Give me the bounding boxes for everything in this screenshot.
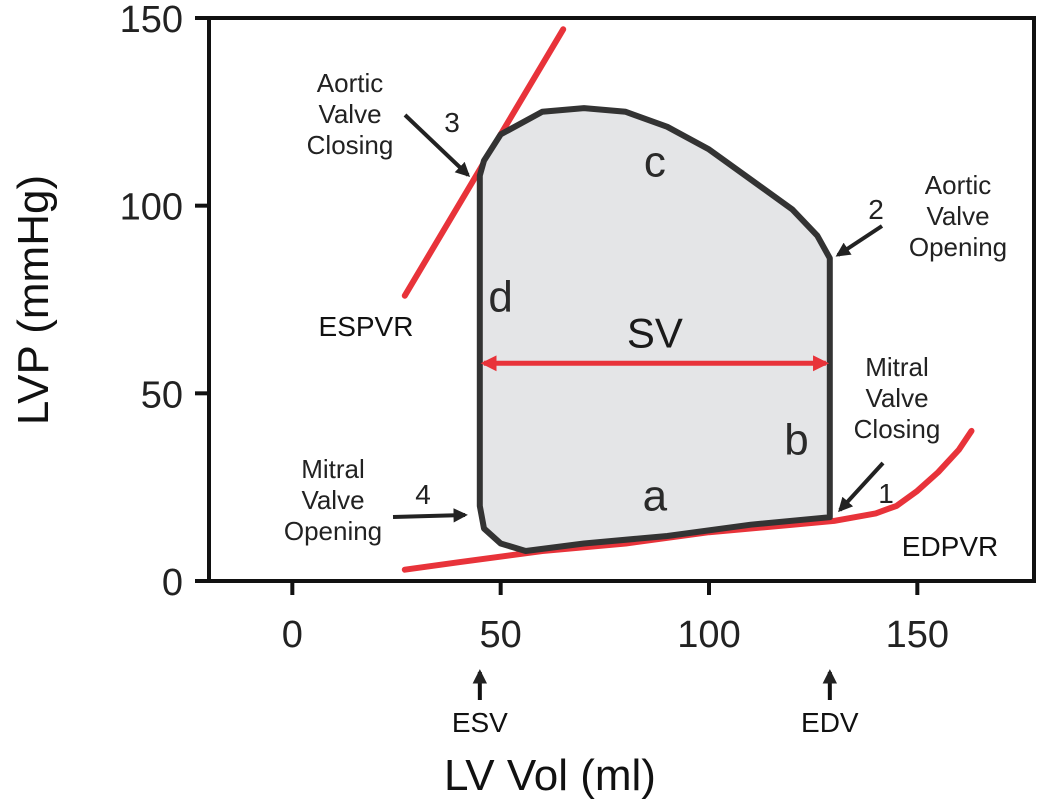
event-arrow-2 xyxy=(835,224,884,257)
y-axis-title: LVP (mmHg) xyxy=(9,175,58,425)
edpvr-label: EDPVR xyxy=(902,531,998,562)
x-tick-label: 50 xyxy=(480,614,522,656)
phase-label-d: d xyxy=(488,273,512,322)
event-arrow-4 xyxy=(392,508,468,523)
event-text-2: Valve xyxy=(926,201,989,231)
y-tick-label: 150 xyxy=(120,0,183,41)
y-tick-label: 0 xyxy=(162,562,183,604)
volume-marker-label: EDV xyxy=(801,707,859,738)
event-text-1: Closing xyxy=(854,414,941,444)
espvr-label: ESPVR xyxy=(319,311,414,342)
y-tick-label: 100 xyxy=(120,187,183,229)
x-tick-label: 100 xyxy=(677,614,740,656)
event-number-4: 4 xyxy=(415,479,431,510)
event-text-2: Aortic xyxy=(925,170,991,200)
x-tick-label: 0 xyxy=(282,614,303,656)
phase-label-c: c xyxy=(644,138,666,187)
event-text-3: Valve xyxy=(318,99,381,129)
phase-label-a: a xyxy=(643,472,668,521)
event-number-3: 3 xyxy=(444,107,460,138)
y-tick-label: 50 xyxy=(141,374,183,416)
event-text-4: Valve xyxy=(301,485,364,515)
event-number-1: 1 xyxy=(878,478,894,509)
x-tick-label: 150 xyxy=(886,614,949,656)
event-arrow-3 xyxy=(403,113,471,177)
event-text-1: Mitral xyxy=(865,352,929,382)
phase-label-b: b xyxy=(784,415,808,464)
event-text-2: Opening xyxy=(909,232,1007,262)
stroke-volume-label: SV xyxy=(627,309,683,356)
event-text-4: Opening xyxy=(284,516,382,546)
plot-frame xyxy=(207,16,1036,583)
event-arrow-1 xyxy=(838,461,885,513)
event-text-3: Aortic xyxy=(317,68,383,98)
event-number-2: 2 xyxy=(868,194,884,225)
event-text-3: Closing xyxy=(307,130,394,160)
pv-loop xyxy=(476,105,833,554)
volume-marker-label: ESV xyxy=(452,707,508,738)
event-text-4: Mitral xyxy=(301,454,365,484)
event-text-1: Valve xyxy=(865,383,928,413)
x-axis-title: LV Vol (ml) xyxy=(444,751,656,800)
